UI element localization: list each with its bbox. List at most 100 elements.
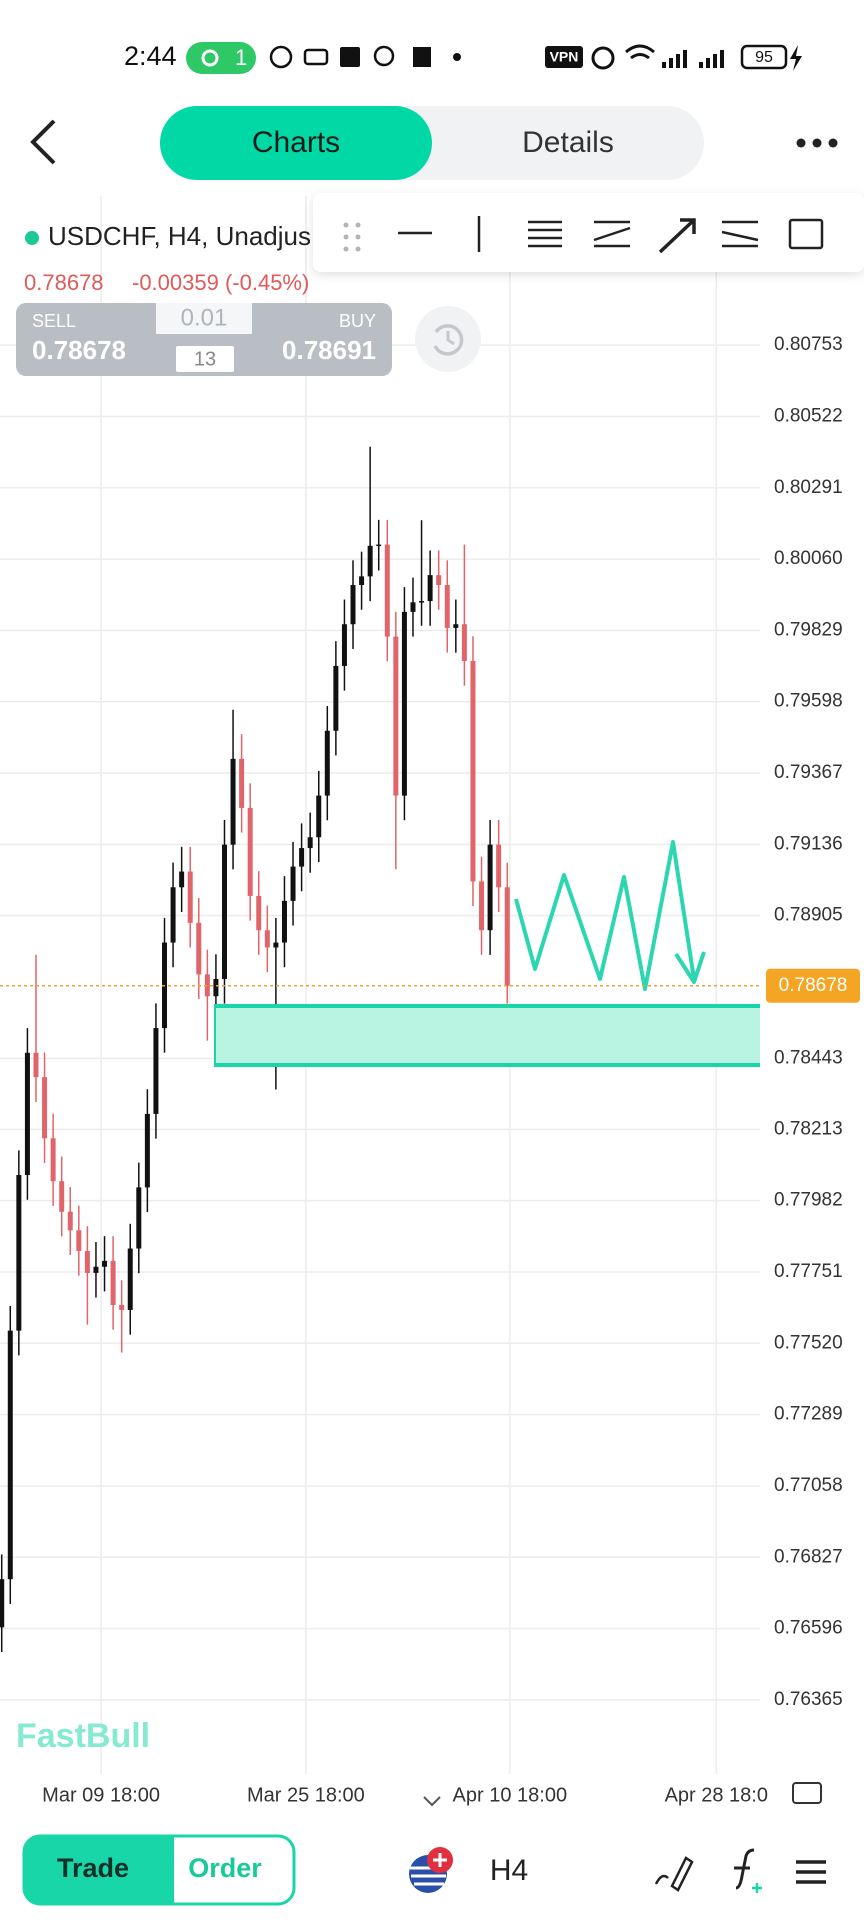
whatsapp-icon <box>269 45 293 69</box>
collapse-chevron[interactable] <box>423 1796 441 1807</box>
battery-level: 95 <box>755 49 773 66</box>
candle-body <box>444 585 450 628</box>
timeframe[interactable]: H4 <box>490 1854 528 1887</box>
trade-button[interactable]: Trade <box>57 1853 129 1883</box>
axis-labels: 0.80753 0.80522 0.80291 0.80060 0.79829 0.795… <box>42 334 843 1806</box>
y-tick-label: 0.80060 <box>774 548 843 569</box>
refresh-button[interactable] <box>415 306 481 372</box>
candle-body <box>119 1305 125 1310</box>
lot-box[interactable] <box>156 303 252 334</box>
symbol-title: USDCHF, H4, Unadjus <box>48 221 311 251</box>
sell-price[interactable]: 0.78678 <box>32 335 126 365</box>
candle-body <box>33 1052 39 1078</box>
candle-body <box>264 930 270 948</box>
candle-body <box>110 1260 116 1306</box>
notification-count: 1 <box>235 45 247 70</box>
toolbar-grip[interactable] <box>343 222 361 252</box>
candle-body <box>204 974 210 997</box>
tool-arrow[interactable] <box>658 218 696 254</box>
candle-body <box>144 1113 150 1188</box>
flag-cross <box>433 1853 447 1867</box>
candle-body <box>239 758 245 808</box>
spread: 13 <box>194 348 216 370</box>
status-bar: 2:44 1 VPN 95 <box>124 41 802 74</box>
chat-icon <box>373 45 395 67</box>
y-tick-label: 0.80291 <box>774 477 843 498</box>
y-tick-label: 0.77520 <box>774 1332 843 1353</box>
back-button[interactable] <box>30 119 56 165</box>
y-tick-label: 0.79829 <box>774 619 843 640</box>
vpn-label: VPN <box>550 49 579 65</box>
candle-body <box>384 544 390 637</box>
zigzag-drawing <box>514 840 696 991</box>
y-tick-label: 0.77289 <box>774 1404 843 1425</box>
candle-body <box>350 585 356 625</box>
candle-body <box>102 1260 108 1267</box>
candle-body <box>247 807 253 896</box>
signal-2 <box>699 50 724 68</box>
tab-details[interactable]: Details <box>522 126 614 159</box>
candle-body <box>16 1175 22 1331</box>
candle-body <box>401 611 407 796</box>
market-dot <box>25 231 39 245</box>
more-dot <box>453 53 461 61</box>
draw-tool-button[interactable] <box>654 1856 694 1892</box>
tool-parallel[interactable] <box>721 220 759 248</box>
x-tick-label: Apr 10 18:00 <box>453 1784 568 1806</box>
zone-fill <box>214 1006 760 1065</box>
candle-body <box>153 1028 159 1114</box>
candle-body <box>299 848 305 867</box>
candle-body <box>504 887 510 986</box>
candle-body <box>84 1250 90 1273</box>
wifi-icon <box>625 44 655 60</box>
tool-rect[interactable] <box>788 218 824 250</box>
candle-body <box>281 900 287 943</box>
sell-label[interactable]: SELL <box>32 311 76 331</box>
watermark: FastBull <box>16 1717 150 1755</box>
menu-button[interactable] <box>796 1860 826 1884</box>
vpn-box <box>545 46 583 68</box>
lot-size[interactable]: 0.01 <box>181 304 228 331</box>
indicator-button[interactable] <box>734 1848 755 1890</box>
drawing-toolbar <box>313 193 864 272</box>
candle-body <box>230 758 236 845</box>
order-button[interactable]: Order <box>188 1853 262 1883</box>
x-tick-label: Mar 25 18:00 <box>247 1784 365 1806</box>
spread-box <box>176 346 234 372</box>
bottom-bar: Trade Order H4 <box>22 1834 826 1906</box>
hotspot-pill <box>186 42 256 74</box>
buy-label[interactable]: BUY <box>339 311 376 331</box>
candle-body <box>470 660 476 882</box>
x-tick-label: Mar 09 18:00 <box>42 1784 160 1806</box>
y-tick-label: 0.78443 <box>774 1047 843 1068</box>
tab-charts[interactable]: Charts <box>252 126 340 159</box>
candle-body <box>316 795 322 838</box>
more-menu[interactable] <box>796 138 838 148</box>
refresh-hands[interactable] <box>446 331 455 346</box>
tab-active[interactable] <box>160 106 432 180</box>
fullscreen-icon[interactable] <box>792 1782 822 1804</box>
battery <box>740 44 788 70</box>
candle-body <box>496 844 502 888</box>
candle-body <box>273 942 279 948</box>
charging-icon <box>790 45 802 71</box>
tool-fib[interactable] <box>528 220 562 248</box>
linkedin-icon <box>340 47 360 67</box>
symbol-price: 0.78678 <box>24 270 104 295</box>
y-tick-label: 0.76596 <box>774 1618 843 1639</box>
buy-price[interactable]: 0.78691 <box>282 335 376 365</box>
candle-body <box>479 881 485 931</box>
y-tick-label: 0.77982 <box>774 1190 843 1211</box>
candle-body <box>213 978 219 997</box>
alarm-icon <box>591 46 615 70</box>
tool-channel[interactable] <box>593 220 631 248</box>
candle-body <box>76 1230 82 1251</box>
current-price: 0.78678 <box>0 968 860 1003</box>
candle-body <box>179 871 185 888</box>
trade-active[interactable] <box>24 1836 174 1904</box>
candle-body <box>170 887 176 943</box>
candle-body <box>256 895 262 931</box>
candle-body <box>187 871 193 923</box>
refresh-icon[interactable] <box>433 324 464 356</box>
